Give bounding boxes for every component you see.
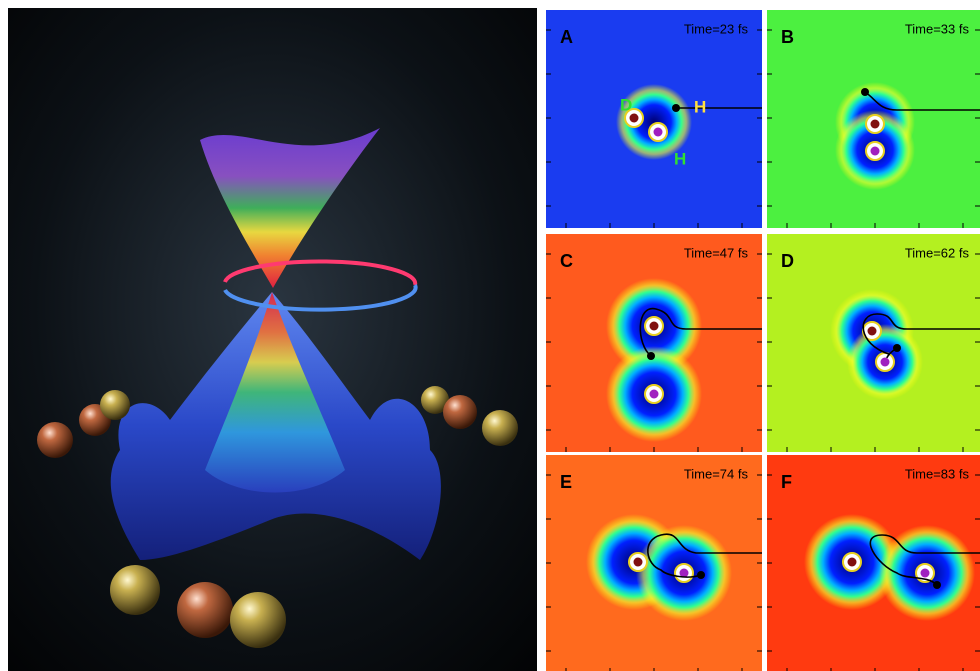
panel-label: A	[560, 27, 573, 47]
nucleus	[653, 127, 663, 137]
panel-label: C	[560, 251, 573, 271]
nucleus	[867, 326, 877, 336]
trajectory	[647, 533, 762, 578]
electron	[647, 352, 655, 360]
panel-time: Time=47 fs	[684, 245, 749, 260]
sphere	[443, 395, 477, 429]
nucleus	[880, 357, 890, 367]
nucleus	[920, 568, 930, 578]
panel: F Time=83 fs	[767, 455, 980, 671]
panel-content: B Time=33 fs	[767, 10, 980, 228]
nucleus	[649, 321, 659, 331]
nucleus	[870, 146, 880, 156]
electron	[697, 571, 705, 579]
trajectory	[862, 313, 980, 359]
panel-label: B	[781, 27, 794, 47]
panel-time: Time=74 fs	[684, 466, 749, 481]
panel-content: A Time=23 fs D H H	[546, 10, 762, 228]
panel-time: Time=62 fs	[905, 245, 970, 260]
ring-pink	[223, 259, 418, 286]
panel-content: E Time=74 fs	[546, 455, 762, 671]
sphere	[100, 390, 130, 420]
ring-blue	[223, 284, 418, 312]
nucleus	[649, 389, 659, 399]
panel-content: F Time=83 fs	[767, 455, 980, 671]
annotation: H	[674, 149, 686, 168]
panel: D Time=62 fs	[767, 234, 980, 452]
panel-content: C Time=47 fs	[546, 234, 762, 452]
sphere	[177, 582, 233, 638]
panel-label: E	[560, 472, 572, 492]
illustration	[8, 8, 537, 671]
electron	[672, 104, 680, 112]
trajectory	[864, 91, 980, 111]
panel: B Time=33 fs	[767, 10, 980, 228]
nucleus	[847, 557, 857, 567]
sphere	[230, 592, 286, 648]
electron	[893, 344, 901, 352]
panel-time: Time=23 fs	[684, 21, 749, 36]
panel: C Time=47 fs	[546, 234, 762, 452]
trajectory	[639, 308, 762, 357]
nucleus	[679, 568, 689, 578]
panel: A Time=23 fs D H H	[546, 10, 762, 228]
panel-time: Time=83 fs	[905, 466, 970, 481]
nucleus	[633, 557, 643, 567]
trajectory	[869, 534, 980, 586]
panel-time: Time=33 fs	[905, 21, 970, 36]
sphere	[421, 386, 449, 414]
nucleus	[870, 119, 880, 129]
electron	[861, 88, 869, 96]
sphere	[37, 422, 73, 458]
panel-grid: A Time=23 fs D H H B Time=33 fs C Time=47 fs D Tim…	[546, 10, 980, 671]
density-blob	[616, 84, 692, 160]
lower-cone	[205, 292, 345, 493]
sphere	[110, 565, 160, 615]
annotation: H	[694, 97, 706, 116]
nucleus	[629, 113, 639, 123]
panel-label: D	[781, 251, 794, 271]
annotation: D	[620, 95, 632, 114]
panel-content: D Time=62 fs	[767, 234, 980, 452]
panel-label: F	[781, 472, 792, 492]
upper-cone	[200, 128, 380, 288]
sphere	[482, 410, 518, 446]
panel: E Time=74 fs	[546, 455, 762, 671]
electron	[933, 581, 941, 589]
